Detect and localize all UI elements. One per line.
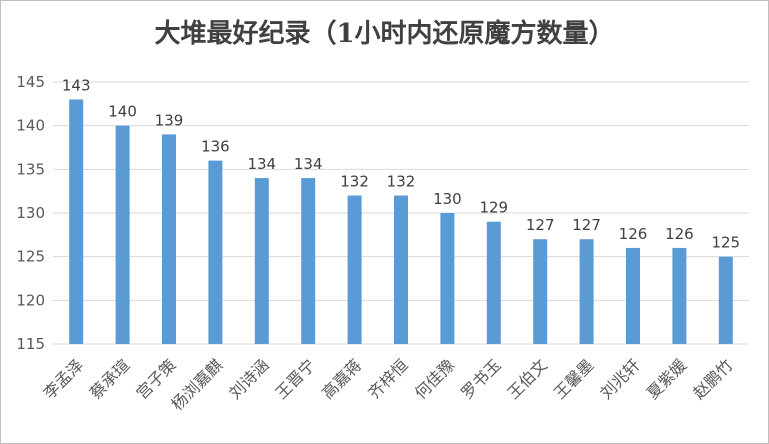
chart-title: 大堆最好纪录（1小时内还原魔方数量） <box>154 19 615 49</box>
data-label: 129 <box>479 199 508 217</box>
data-label: 126 <box>619 225 648 243</box>
bar <box>301 178 316 344</box>
x-category-label: 王晋宁 <box>272 355 319 402</box>
data-label: 127 <box>572 216 601 234</box>
x-category-label: 夏紫媛 <box>643 355 690 402</box>
data-label: 143 <box>62 76 91 94</box>
x-category-label: 刘诗涵 <box>225 355 272 402</box>
data-label: 134 <box>294 155 323 173</box>
bar <box>486 221 501 344</box>
bar <box>579 239 594 344</box>
data-label: 130 <box>433 190 462 208</box>
bar <box>254 178 269 344</box>
y-tick-label: 115 <box>16 335 45 353</box>
x-category-label: 刘兆轩 <box>596 355 643 402</box>
y-tick-label: 140 <box>16 117 45 135</box>
bar <box>394 195 408 344</box>
x-category-label: 蔡承瑄 <box>86 355 133 402</box>
y-tick-label: 135 <box>16 160 45 178</box>
y-tick-label: 125 <box>16 248 45 266</box>
bar <box>718 256 733 344</box>
data-label: 136 <box>201 138 230 156</box>
bar <box>208 160 223 344</box>
bar <box>115 125 130 345</box>
bar <box>162 134 176 344</box>
data-label: 139 <box>155 111 184 129</box>
bar <box>672 247 687 344</box>
data-label: 126 <box>665 225 694 243</box>
bar <box>440 213 455 344</box>
data-label: 127 <box>526 216 555 234</box>
x-category-label: 王馨墨 <box>550 355 597 402</box>
y-tick-label: 145 <box>16 73 45 91</box>
data-label: 140 <box>108 103 137 121</box>
data-label: 132 <box>387 173 416 191</box>
y-tick-label: 130 <box>16 204 45 222</box>
x-category-label: 杨浏嘉麒 <box>168 355 227 414</box>
x-category-label: 高嘉蒋 <box>318 355 365 402</box>
bar <box>533 239 548 344</box>
bar <box>347 195 362 344</box>
x-category-label: 李孟泽 <box>40 355 87 402</box>
x-category-label: 罗书玉 <box>457 355 504 402</box>
y-axis-ticks: 115 120 125 130 135 140 145 <box>16 73 45 353</box>
bars <box>69 99 733 345</box>
x-category-label: 齐梓恒 <box>364 355 411 402</box>
x-category-label: 赵鹏竹 <box>689 355 736 402</box>
data-label: 134 <box>247 155 276 173</box>
data-label: 132 <box>340 173 369 191</box>
x-category-label: 何佳豫 <box>411 355 458 402</box>
bar <box>626 247 640 344</box>
bar <box>69 99 84 344</box>
data-labels: 143 140 139 136 134 134 132 132 130 129 127 127 126 1… <box>62 76 740 251</box>
x-category-label: 王伯文 <box>504 355 551 402</box>
y-tick-label: 120 <box>16 291 45 309</box>
data-label: 125 <box>711 234 740 252</box>
